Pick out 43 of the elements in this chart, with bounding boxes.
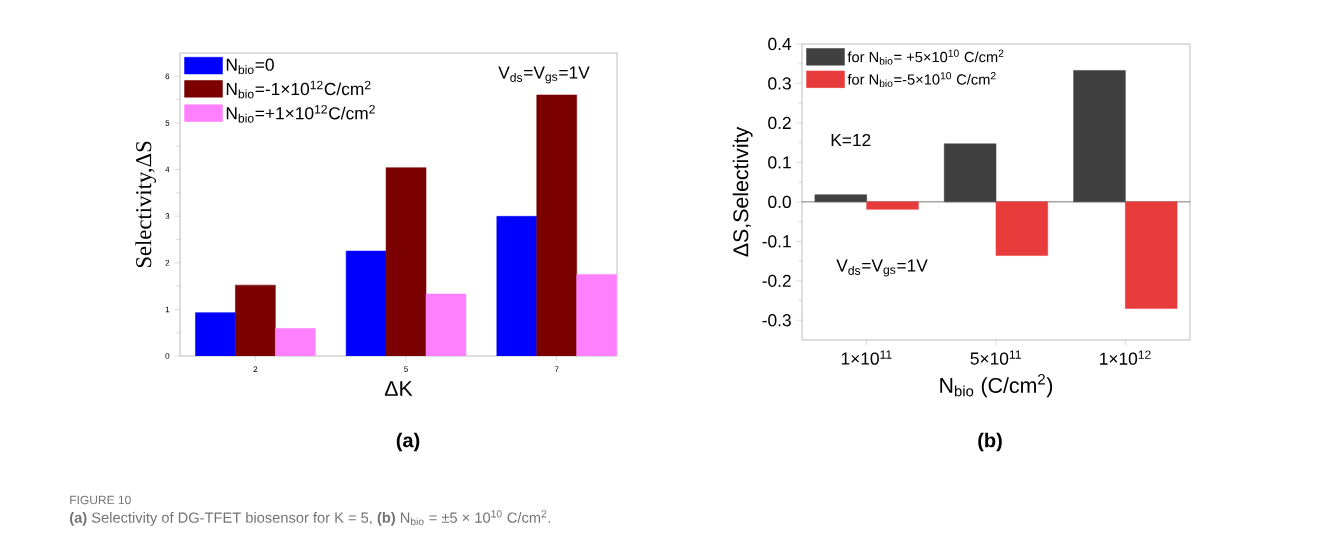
- y-tick-label: 0.1: [768, 156, 791, 169]
- y-tick-label: -0.1: [762, 235, 791, 248]
- y-tick-label: 0.0: [768, 195, 791, 208]
- y-axis-title: ΔS,Selectivity: [732, 126, 753, 257]
- x-tick-label: 2: [253, 366, 258, 372]
- y-axis-title: Selectivity,ΔS: [135, 141, 157, 268]
- x-axis-title: ΔK: [384, 381, 413, 396]
- x-axis-title: N$_{bio}$ (C/cm$^{2}$): [940, 373, 1053, 398]
- legend-label: N$_{bio}$=0: [226, 58, 274, 75]
- y-tick-label: 4: [165, 166, 170, 173]
- y-tick-label: 5: [165, 120, 170, 126]
- legend-label: N$_{bio}$=+1×10$^{12}$C/cm$^{2}$: [226, 104, 375, 123]
- bar: [944, 143, 997, 203]
- bar: [995, 201, 1048, 256]
- y-tick-label: 6: [165, 73, 170, 80]
- legend-label: for N$_{bio}$=-5×10$^{10}$ C/cm$^{2}$: [847, 72, 996, 88]
- annotation: V$_{ds}$=V$_{gs}$=1V: [836, 259, 928, 277]
- y-tick-label: 0.2: [768, 116, 791, 130]
- legend-label: for N$_{bio}$= +5×10$^{10}$ C/cm$^{2}$: [847, 49, 1004, 65]
- bar: [1125, 201, 1178, 309]
- x-tick-label: 7: [554, 366, 559, 372]
- y-tick-label: 0: [165, 353, 170, 359]
- caption: FIGURE 10: [70, 495, 131, 505]
- y-tick-label: 3: [165, 213, 170, 219]
- y-tick-label: 0.4: [768, 37, 792, 51]
- x-tick-label: 5: [404, 366, 408, 372]
- y-tick-label: 2: [165, 259, 170, 266]
- text: (b): [978, 432, 1002, 452]
- bar: [814, 194, 867, 203]
- y-tick-label: 0.3: [768, 77, 791, 90]
- y-tick-label: 1: [165, 306, 170, 313]
- text: (a): [396, 432, 420, 452]
- annotation: K=12: [831, 133, 871, 147]
- bar: [1073, 70, 1126, 203]
- annotation: V$_{ds}$=V$_{gs}$=1V: [498, 66, 590, 84]
- bar: [866, 201, 919, 210]
- legend-label: N$_{bio}$=-1×10$^{12}$C/cm$^{2}$: [226, 80, 371, 99]
- x-tick-label: 5×10$^{11}$: [970, 350, 1021, 365]
- x-tick-label: 1×10$^{12}$: [1100, 350, 1151, 365]
- y-tick-label: -0.3: [762, 314, 791, 327]
- text: (a) Selectivity of DG-TFET biosensor for K = 5, (b) N$_{bio}$ = ±5 × 10$^{10}$ C/cm$^{2}$.: [70, 510, 551, 526]
- y-tick-label: -0.2: [762, 274, 791, 287]
- x-tick-label: 1×10$^{11}$: [841, 350, 892, 365]
